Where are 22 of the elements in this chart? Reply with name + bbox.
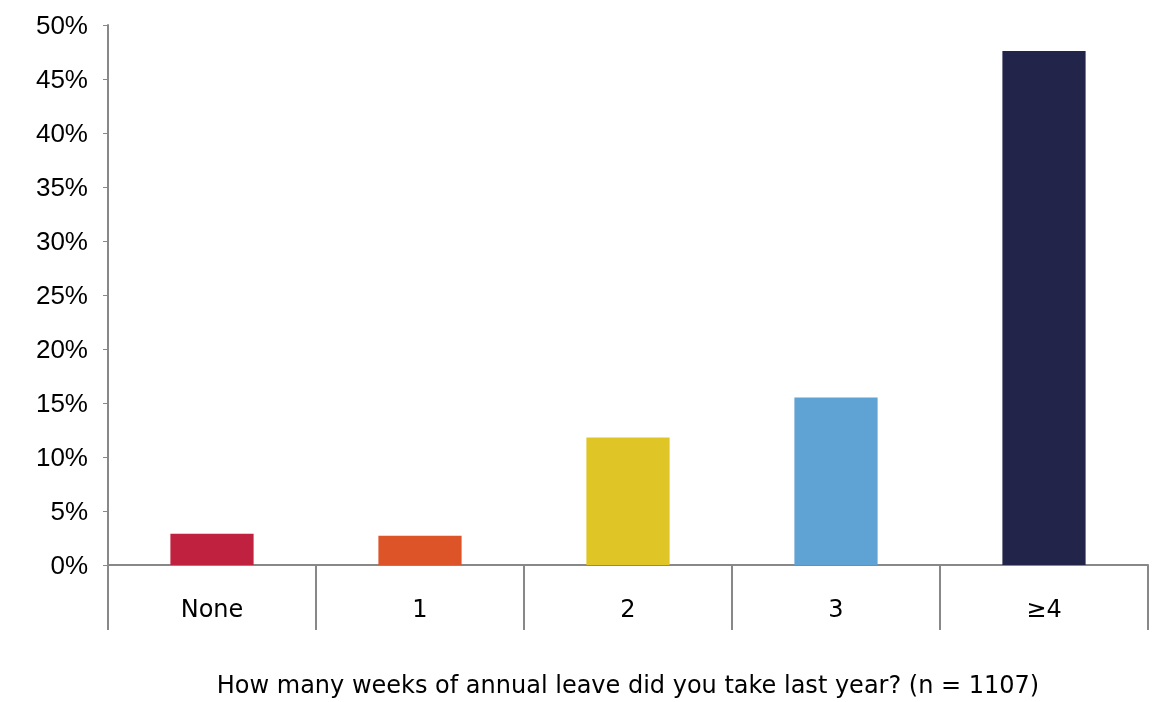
bar	[794, 397, 878, 565]
y-tick-label: 45%	[35, 64, 88, 94]
bar	[378, 535, 462, 565]
y-tick-label: 40%	[35, 118, 88, 148]
x-tick-label: None	[180, 595, 244, 623]
y-tick-label: 50%	[35, 10, 88, 40]
y-tick-label: 30%	[35, 226, 88, 256]
bar	[170, 533, 254, 565]
y-tick-label: 20%	[35, 334, 88, 364]
y-tick-label: 25%	[35, 280, 88, 310]
bar	[1002, 50, 1086, 565]
x-tick-label: 1	[412, 595, 428, 623]
y-tick-label: 0%	[50, 550, 88, 580]
y-tick-label: 15%	[35, 388, 88, 418]
x-axis-title: How many weeks of annual leave did you take last year? (n = 1107)	[216, 671, 1040, 699]
y-tick-label: 5%	[50, 496, 88, 526]
bar	[586, 437, 670, 565]
y-tick-label: 10%	[35, 442, 88, 472]
y-tick-label: 35%	[35, 172, 88, 202]
x-tick-label: 2	[620, 595, 636, 623]
x-tick-label: ≥4	[1026, 595, 1062, 623]
x-tick-label: 3	[828, 595, 844, 623]
